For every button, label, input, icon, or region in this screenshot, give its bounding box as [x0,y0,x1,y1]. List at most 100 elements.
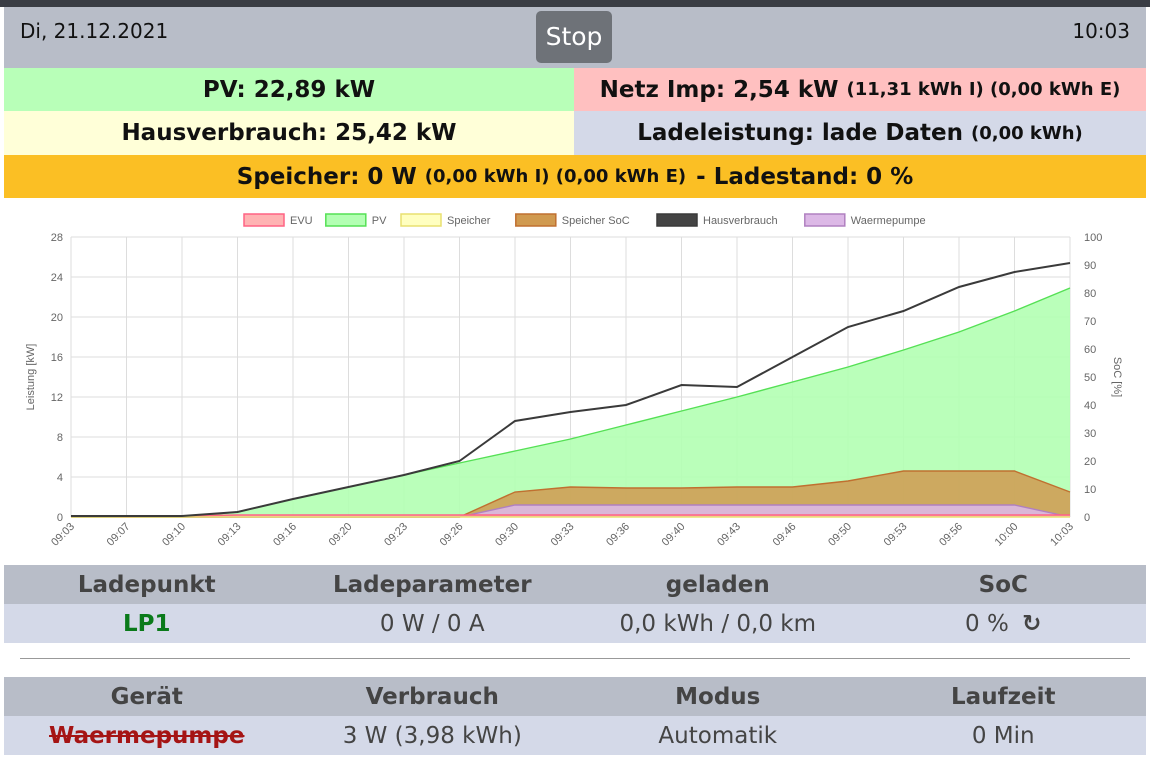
y-tick-label: 20 [51,312,63,324]
header-soc: SoC [978,571,1028,598]
speicher-label: Speicher: 0 W [236,163,417,190]
y2-tick-label: 70 [1084,316,1096,328]
legend-label: Waermepumpe [851,215,926,227]
time-label: 10:03 [1072,19,1130,43]
legend-swatch [243,213,285,227]
y2-tick-label: 60 [1084,344,1096,356]
pv-tile: PV: 22,89 kW [4,68,574,111]
header-ladeparameter: Ladeparameter [332,571,532,598]
ladeleistung-detail: (0,00 kWh) [970,122,1083,144]
y2-axis-label: SoC [%] [1111,357,1123,397]
speicher-detail: (0,00 kWh I) (0,00 kWh E) [424,166,687,187]
x-tick-label: 10:03 [1048,521,1076,549]
y-tick-label: 0 [57,512,63,524]
y2-tick-label: 0 [1084,512,1090,524]
legend-swatch [515,213,557,227]
header-verbrauch: Verbrauch [365,683,499,710]
series-line-hausverbrauch [71,262,1071,517]
x-tick-label: 09:36 [604,521,632,549]
ladeleistung-tile: Ladeleistung: lade Daten (0,00 kWh) [574,111,1146,155]
geraete-table-header: Gerät Verbrauch Modus Laufzeit [4,677,1146,716]
x-tick-label: 09:10 [160,521,188,549]
top-bar [0,0,1150,7]
x-tick-label: 09:40 [660,521,688,549]
netz-tile: Netz Imp: 2,54 kW (11,31 kWh I) (0,00 kW… [574,68,1146,111]
ladeleistung-label: Ladeleistung: lade Daten [637,120,963,146]
y2-tick-label: 80 [1084,288,1096,300]
x-tick-label: 09:56 [937,521,965,549]
geraete-table: Gerät Verbrauch Modus Laufzeit Waermepum… [4,677,1146,755]
date-label: Di, 21.12.2021 [20,19,169,43]
ladeparameter-value: 0 W / 0 A [379,610,485,637]
legend-swatch [400,213,442,227]
modus-value[interactable]: Automatik [658,722,778,749]
legend-label: Speicher [447,215,491,227]
series-line-evu [70,514,1070,518]
soc-value: 0 % [965,610,1009,637]
y-tick-label: 12 [51,392,63,404]
y-tick-label: 8 [57,432,63,444]
x-tick-label: 09:16 [271,521,299,549]
legend-label: PV [372,215,387,227]
x-tick-label: 09:33 [549,521,577,549]
table-row: Waermepumpe 3 W (3,98 kWh) Automatik 0 M… [4,716,1146,755]
y2-tick-label: 20 [1084,456,1096,468]
reload-icon[interactable]: ↻ [1022,610,1042,637]
netz-detail: (11,31 kWh I) (0,00 kWh E) [846,79,1121,100]
x-tick-label: 09:07 [105,521,133,549]
y2-tick-label: 90 [1084,260,1096,272]
hausverbrauch-tile: Hausverbrauch: 25,42 kW [4,111,574,155]
x-tick-label: 09:26 [438,521,466,549]
x-tick-label: 09:13 [216,521,244,549]
y-tick-label: 28 [51,232,63,244]
speicher-ladestand: - Ladestand: 0 % [696,163,914,190]
x-tick-label: 09:03 [49,521,77,549]
y2-tick-label: 40 [1084,400,1096,412]
pv-label: PV: 22,89 kW [202,76,376,103]
series-area-waermepumpe [71,505,1070,517]
geladen-value: 0,0 kWh / 0,0 km [619,610,816,637]
y2-tick-label: 30 [1084,428,1096,440]
soc-cell: 0 % ↻ [861,611,1147,637]
series-area-pv [71,288,1070,517]
y-tick-label: 4 [57,472,63,484]
verbrauch-value: 3 W (3,98 kWh) [342,722,522,749]
header-geraet: Gerät [110,683,183,710]
legend-swatch [804,213,846,227]
x-tick-label: 09:43 [715,521,743,549]
stop-button[interactable]: Stop [536,11,612,63]
header-geladen: geladen [665,571,770,598]
ladepunkt-table-header: Ladepunkt Ladeparameter geladen SoC [4,565,1146,604]
header-laufzeit: Laufzeit [951,683,1056,710]
hausverbrauch-label: Hausverbrauch: 25,42 kW [121,120,457,146]
x-tick-label: 09:46 [771,521,799,549]
y2-tick-label: 10 [1084,484,1096,496]
legend-swatch [325,213,367,227]
geraet-name[interactable]: Waermepumpe [49,722,245,749]
header-bar: Di, 21.12.2021 Stop 10:03 [4,7,1146,68]
x-tick-label: 09:53 [882,521,910,549]
divider [20,658,1130,659]
ladepunkt-table: Ladepunkt Ladeparameter geladen SoC LP1 … [4,565,1146,643]
ladepunkt-name[interactable]: LP1 [122,610,171,637]
laufzeit-value: 0 Min [971,722,1035,749]
y2-tick-label: 100 [1084,232,1102,244]
y-axis-label: Leistung [kW] [25,344,37,411]
netz-label: Netz Imp: 2,54 kW [599,76,839,103]
x-tick-label: 09:50 [826,521,854,549]
table-row: LP1 0 W / 0 A 0,0 kWh / 0,0 km 0 % ↻ [4,604,1146,643]
power-chart: 0 4 8 12 16 20 24 28 0 10 20 30 40 50 60 70 80 90 100 09:03… [25,213,1123,549]
legend-label: EVU [290,215,313,227]
header-ladepunkt: Ladepunkt [77,571,216,598]
legend-swatch [656,213,698,227]
y-tick-label: 16 [51,352,63,364]
legend-label: Hausverbrauch [703,215,778,227]
speicher-tile: Speicher: 0 W (0,00 kWh I) (0,00 kWh E) … [4,155,1146,198]
x-tick-label: 09:20 [327,521,355,549]
x-tick-label: 09:23 [382,521,410,549]
x-tick-label: 09:30 [493,521,521,549]
header-modus: Modus [675,683,761,710]
y2-tick-label: 50 [1084,372,1096,384]
legend-label: Speicher SoC [562,215,630,227]
x-tick-label: 10:00 [993,521,1021,549]
